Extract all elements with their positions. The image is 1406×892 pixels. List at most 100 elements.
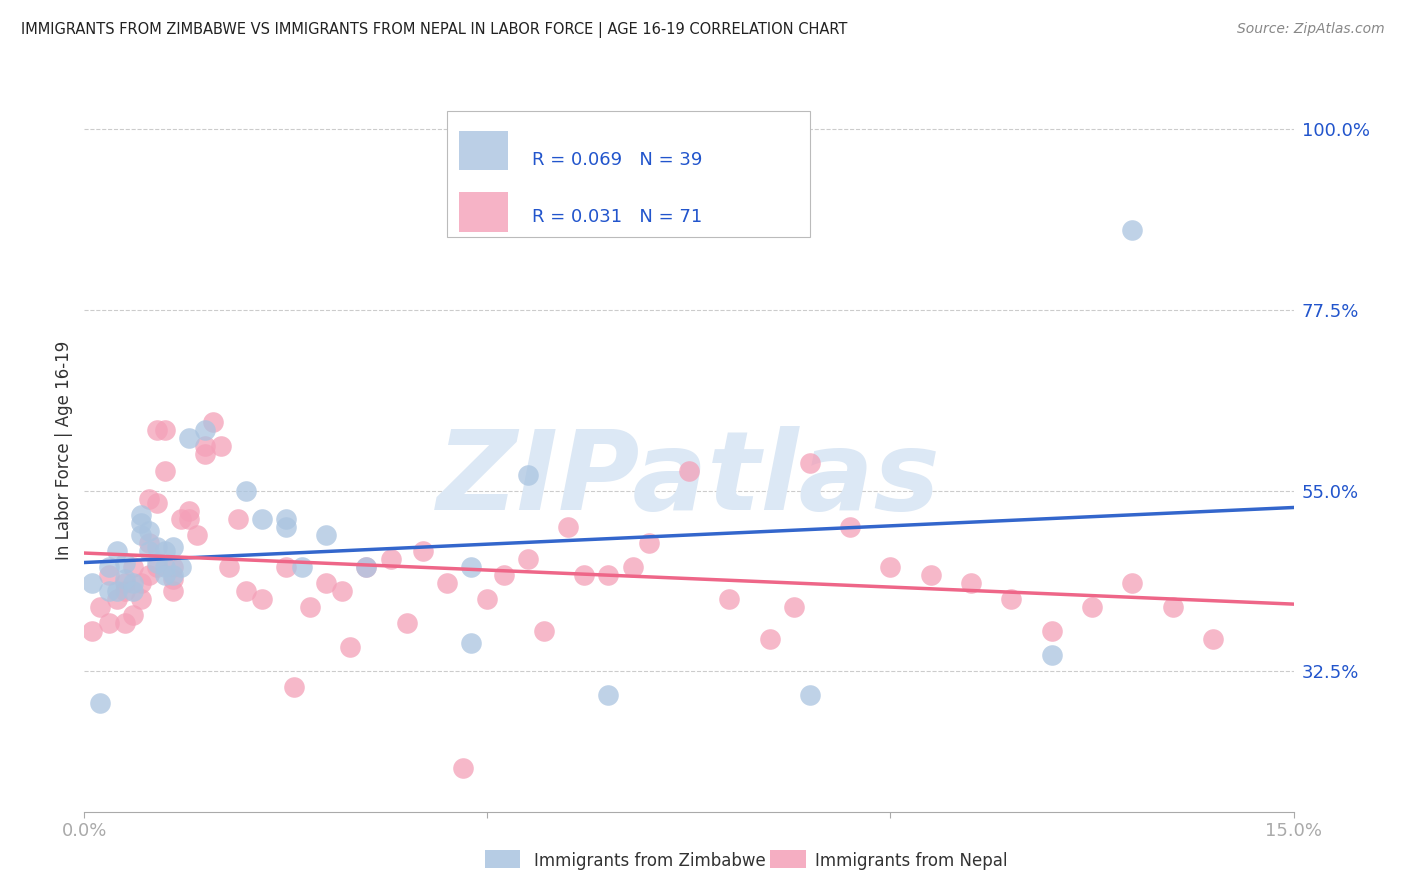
Point bbox=[879, 560, 901, 574]
Point bbox=[274, 519, 297, 533]
Point bbox=[799, 689, 821, 703]
Point bbox=[114, 572, 136, 586]
Point bbox=[194, 447, 217, 462]
Point bbox=[194, 440, 217, 453]
Point bbox=[356, 560, 378, 574]
Point bbox=[129, 516, 152, 530]
Point bbox=[146, 560, 169, 574]
Point bbox=[621, 560, 644, 574]
Point bbox=[129, 592, 152, 607]
Text: IMMIGRANTS FROM ZIMBABWE VS IMMIGRANTS FROM NEPAL IN LABOR FORCE | AGE 16-19 COR: IMMIGRANTS FROM ZIMBABWE VS IMMIGRANTS F… bbox=[21, 22, 848, 38]
Point bbox=[138, 543, 160, 558]
Point bbox=[114, 556, 136, 570]
Point bbox=[960, 576, 983, 591]
Point bbox=[1202, 632, 1225, 646]
Point bbox=[451, 760, 474, 774]
Point bbox=[194, 423, 217, 437]
Point bbox=[97, 615, 120, 630]
Point bbox=[250, 592, 273, 607]
Point bbox=[89, 599, 111, 614]
Point bbox=[356, 560, 378, 574]
Point bbox=[395, 615, 418, 630]
Point bbox=[283, 680, 305, 694]
Point bbox=[1040, 648, 1063, 662]
Point bbox=[598, 567, 620, 582]
Point bbox=[460, 636, 482, 650]
Bar bbox=[460, 192, 508, 232]
Point bbox=[138, 524, 160, 538]
Point bbox=[436, 576, 458, 591]
Text: Source: ZipAtlas.com: Source: ZipAtlas.com bbox=[1237, 22, 1385, 37]
Point bbox=[339, 640, 361, 655]
Point bbox=[121, 583, 143, 598]
Point bbox=[170, 511, 193, 525]
Point bbox=[105, 592, 128, 607]
Point bbox=[460, 560, 482, 574]
Point bbox=[209, 440, 232, 453]
Point bbox=[637, 535, 659, 549]
Point bbox=[250, 511, 273, 525]
Point bbox=[315, 576, 337, 591]
Point bbox=[202, 415, 225, 429]
Point bbox=[121, 608, 143, 623]
Point bbox=[1121, 576, 1143, 591]
Text: Immigrants from Zimbabwe: Immigrants from Zimbabwe bbox=[534, 852, 766, 870]
Point bbox=[114, 576, 136, 591]
Point bbox=[82, 624, 104, 639]
Point bbox=[218, 560, 240, 574]
Point bbox=[146, 540, 169, 554]
Point bbox=[129, 576, 152, 591]
Y-axis label: In Labor Force | Age 16-19: In Labor Force | Age 16-19 bbox=[55, 341, 73, 560]
Point bbox=[598, 689, 620, 703]
Point bbox=[516, 467, 538, 482]
Point bbox=[146, 556, 169, 570]
Point bbox=[162, 560, 184, 574]
Point bbox=[226, 511, 249, 525]
Point bbox=[97, 560, 120, 574]
Point bbox=[162, 572, 184, 586]
Point bbox=[678, 464, 700, 478]
Point bbox=[105, 583, 128, 598]
Point bbox=[274, 511, 297, 525]
Point bbox=[492, 567, 515, 582]
Point bbox=[315, 527, 337, 541]
Point bbox=[516, 551, 538, 566]
Point bbox=[105, 543, 128, 558]
Text: Immigrants from Nepal: Immigrants from Nepal bbox=[815, 852, 1008, 870]
Point bbox=[146, 495, 169, 509]
Point bbox=[380, 551, 402, 566]
Point bbox=[783, 599, 806, 614]
Text: R = 0.031   N = 71: R = 0.031 N = 71 bbox=[531, 209, 702, 227]
Point bbox=[82, 576, 104, 591]
Point bbox=[1040, 624, 1063, 639]
Point bbox=[97, 583, 120, 598]
Point bbox=[291, 560, 314, 574]
Point bbox=[572, 567, 595, 582]
Point bbox=[114, 583, 136, 598]
Point bbox=[179, 503, 201, 517]
Point bbox=[129, 527, 152, 541]
Point bbox=[1000, 592, 1022, 607]
Point bbox=[557, 519, 579, 533]
Point bbox=[274, 560, 297, 574]
Point bbox=[146, 423, 169, 437]
Point bbox=[138, 567, 160, 582]
Point bbox=[186, 527, 208, 541]
Point bbox=[1161, 599, 1184, 614]
Point bbox=[235, 483, 257, 498]
Point bbox=[153, 543, 176, 558]
Point bbox=[121, 576, 143, 591]
Point bbox=[533, 624, 555, 639]
Point bbox=[477, 592, 499, 607]
Point bbox=[138, 491, 160, 506]
Point bbox=[758, 632, 780, 646]
Point bbox=[97, 567, 120, 582]
Point bbox=[138, 535, 160, 549]
FancyBboxPatch shape bbox=[447, 111, 810, 237]
Point bbox=[153, 567, 176, 582]
Point bbox=[89, 696, 111, 710]
Point bbox=[799, 455, 821, 469]
Point bbox=[718, 592, 741, 607]
Point bbox=[153, 464, 176, 478]
Point bbox=[1081, 599, 1104, 614]
